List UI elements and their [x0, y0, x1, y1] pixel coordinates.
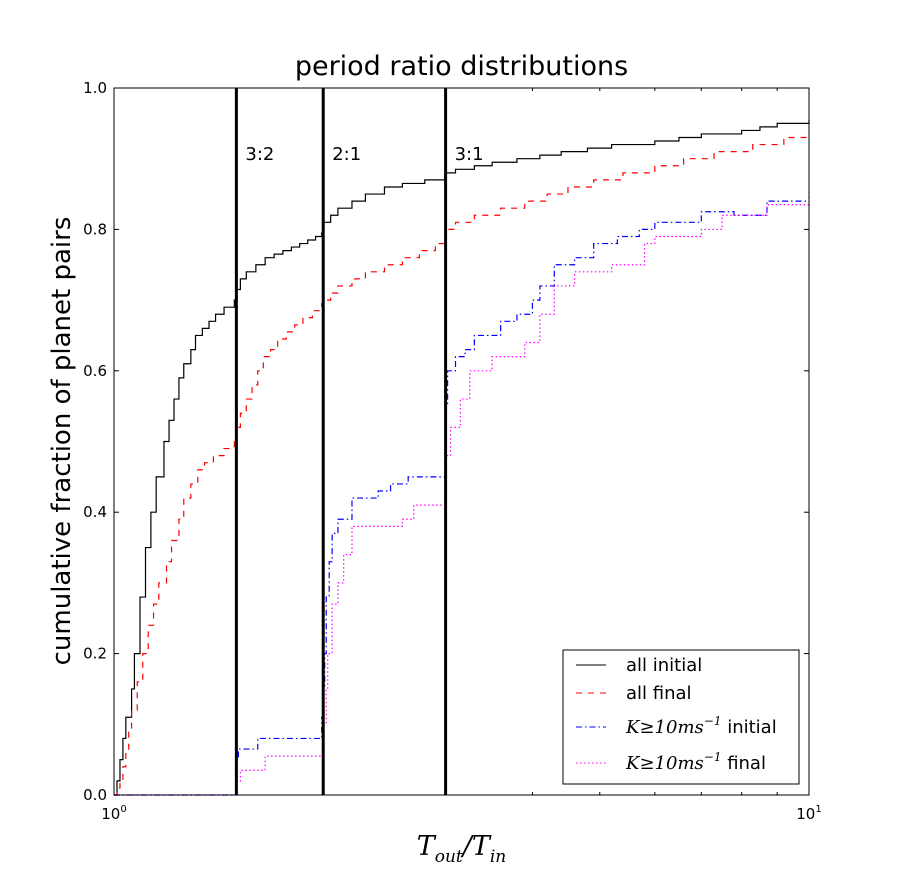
- legend: all initial all final K≥10ms−1 initial K…: [562, 649, 800, 785]
- resonance-label-3-2: 3:2: [245, 144, 274, 165]
- legend-label-all-initial: all initial: [626, 655, 702, 676]
- y-tick-label-0-0: 0.0: [83, 786, 107, 804]
- y-tick-label-1-0: 1.0: [83, 79, 107, 97]
- y-tick-label-0-4: 0.4: [83, 503, 107, 521]
- legend-label-k-initial: K≥10ms−1 initial: [625, 714, 777, 738]
- chart-title: period ratio distributions: [295, 51, 628, 82]
- resonance-label-3-1: 3:1: [455, 144, 484, 165]
- y-tick-label-0-2: 0.2: [83, 645, 107, 663]
- y-tick-label-0-8: 0.8: [83, 220, 107, 238]
- legend-label-all-final: all final: [626, 683, 692, 704]
- plot-frame: [113, 87, 810, 796]
- series-all-final: [114, 133, 810, 796]
- series-all-initial: [114, 119, 810, 796]
- x-axis-label: Tout/Tin: [417, 831, 507, 867]
- x-tick-label-10: 101: [796, 804, 821, 823]
- resonance-label-2-1: 2:1: [332, 144, 361, 165]
- y-tick-label-0-6: 0.6: [83, 362, 107, 380]
- resonance-layer: 3:2 2:1 3:1: [234, 88, 484, 795]
- legend-label-k-final: K≥10ms−1 final: [625, 750, 766, 774]
- y-axis-label: cumulative fraction of planet pairs: [47, 217, 77, 666]
- legend-box: [562, 649, 800, 785]
- x-tick-label-1: 100: [101, 804, 126, 823]
